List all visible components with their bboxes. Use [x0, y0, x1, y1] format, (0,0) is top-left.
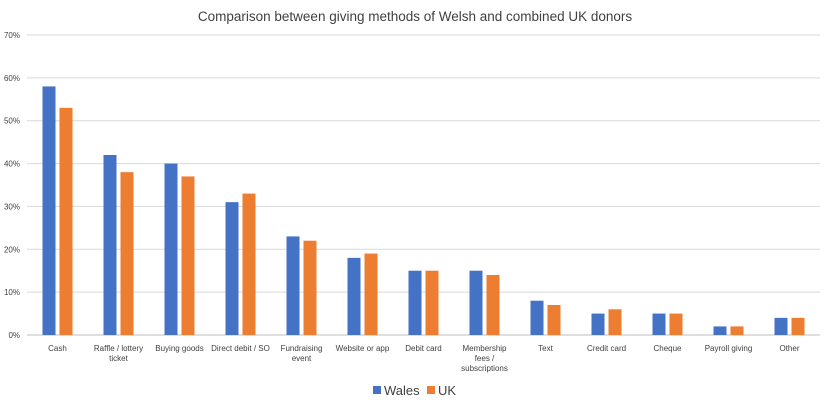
y-tick-label: 70% [4, 31, 20, 40]
y-tick-label: 0% [8, 331, 20, 340]
x-category-label: Fundraising event [281, 344, 323, 363]
x-category-label: Other [779, 344, 799, 353]
bar-wales [591, 313, 605, 335]
bar-wales [469, 270, 483, 335]
bar-uk [425, 270, 439, 335]
bar-uk [547, 305, 561, 335]
x-category-label: Raffle / lottery ticket [94, 344, 143, 363]
bar-uk [730, 326, 744, 335]
x-axis-categories: Cash Raffle / lottery ticket Buying goods Di… [48, 344, 800, 373]
bars [42, 86, 805, 335]
bar-wales [652, 313, 666, 335]
x-category-label: Text [538, 344, 553, 353]
bar-uk [791, 317, 805, 335]
legend-label-wales: Wales [384, 383, 420, 398]
bar-wales [225, 202, 239, 335]
bar-uk [608, 309, 622, 335]
legend: Wales UK [373, 383, 456, 398]
x-category-label: Credit card [587, 344, 626, 353]
bar-wales [164, 163, 178, 335]
bar-wales [347, 257, 361, 335]
x-category-label: Cheque [653, 344, 682, 353]
x-category-label: Payroll giving [705, 344, 753, 353]
y-tick-label: 20% [4, 245, 20, 254]
y-tick-label: 40% [4, 160, 20, 169]
bar-wales [408, 270, 422, 335]
legend-label-uk: UK [438, 383, 456, 398]
bar-wales [530, 300, 544, 335]
y-tick-label: 30% [4, 202, 20, 211]
y-tick-label: 60% [4, 74, 20, 83]
chart-title: Comparison between giving methods of Wel… [198, 9, 632, 24]
x-category-label: Debit card [405, 344, 441, 353]
bar-uk [59, 107, 73, 335]
bar-uk [242, 193, 256, 335]
bar-wales [774, 317, 788, 335]
bar-uk [303, 240, 317, 335]
x-category-label: Cash [48, 344, 67, 353]
bar-wales [103, 155, 117, 335]
y-axis-ticks: 0% 10% 20% 30% 40% 50% 60% 70% [4, 31, 20, 340]
x-category-label: Membership fees / subscriptions [461, 344, 508, 373]
legend-swatch-wales [373, 386, 381, 394]
legend-swatch-uk [427, 386, 435, 394]
bar-uk [120, 172, 134, 335]
bar-uk [364, 253, 378, 335]
bar-uk [669, 313, 683, 335]
y-tick-label: 50% [4, 117, 20, 126]
bar-wales [42, 86, 56, 335]
gridlines [27, 34, 820, 336]
x-category-label: Buying goods [155, 344, 203, 353]
y-tick-label: 10% [4, 288, 20, 297]
bar-uk [486, 275, 500, 335]
bar-wales [713, 326, 727, 335]
x-category-label: Website or app [336, 344, 390, 353]
bar-uk [181, 176, 195, 335]
bar-wales [286, 236, 300, 335]
x-category-label: Direct debit / SO [211, 344, 270, 353]
